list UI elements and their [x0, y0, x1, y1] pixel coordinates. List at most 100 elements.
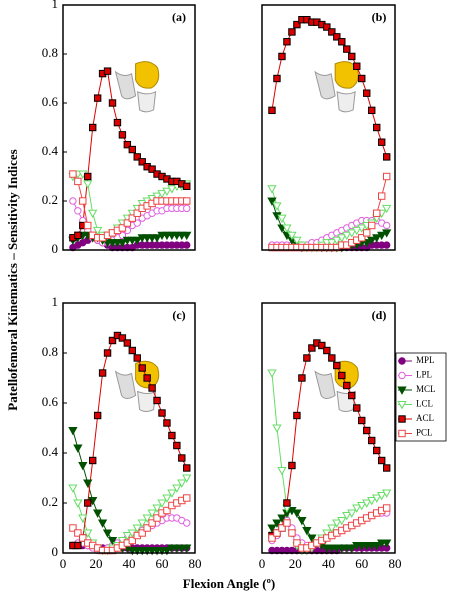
marker [148, 384, 156, 392]
marker [103, 349, 112, 357]
marker [267, 524, 277, 533]
marker [382, 204, 392, 214]
marker [162, 187, 172, 197]
x-tick-label: 60 [355, 556, 368, 571]
panel-label: (c) [172, 308, 185, 322]
marker [297, 517, 307, 526]
marker [382, 153, 391, 161]
marker [338, 371, 346, 380]
marker [337, 234, 347, 243]
plot-frame [261, 302, 396, 554]
illustration [135, 61, 160, 89]
marker [358, 74, 366, 83]
marker [307, 534, 317, 543]
marker [382, 221, 391, 230]
marker [113, 118, 122, 127]
marker [343, 45, 351, 53]
marker [268, 106, 276, 115]
marker [337, 517, 347, 526]
marker [347, 229, 357, 238]
marker [303, 354, 311, 362]
illustration [334, 360, 359, 389]
panel-label: (b) [372, 10, 387, 24]
marker [352, 226, 362, 236]
marker [353, 404, 361, 412]
marker [267, 185, 277, 194]
marker [172, 484, 182, 493]
marker [107, 537, 118, 546]
marker [73, 499, 83, 508]
marker [148, 165, 156, 173]
marker [267, 197, 277, 206]
marker [92, 509, 103, 518]
y-tick-label: 0.4 [42, 143, 59, 158]
marker [357, 224, 367, 233]
marker [318, 341, 326, 350]
marker [308, 344, 316, 352]
marker [398, 429, 406, 438]
marker [378, 192, 386, 200]
marker [327, 524, 337, 533]
marker [278, 524, 286, 532]
marker [332, 519, 342, 528]
marker [79, 197, 87, 205]
marker [103, 67, 112, 75]
marker [272, 519, 282, 528]
illustration [336, 90, 356, 113]
marker [93, 94, 102, 102]
marker [123, 140, 132, 149]
x-tick-label: 60 [156, 556, 169, 571]
marker [83, 529, 93, 538]
marker [372, 542, 382, 551]
marker [348, 391, 356, 400]
marker [333, 33, 341, 41]
legend-label: PCL [416, 428, 433, 438]
marker [323, 23, 331, 31]
marker [363, 426, 371, 435]
marker [397, 386, 407, 395]
marker [398, 357, 406, 365]
marker [368, 221, 376, 230]
illustration [314, 370, 336, 399]
marker [158, 409, 166, 417]
marker [283, 519, 291, 527]
panel-label: (a) [172, 10, 186, 24]
marker [128, 536, 137, 545]
marker [157, 499, 167, 508]
plot-frame [62, 302, 196, 554]
marker [352, 504, 362, 513]
x-tick-label: 20 [90, 556, 103, 571]
marker [98, 369, 107, 377]
legend-label: MPL [416, 355, 435, 365]
marker [372, 494, 382, 503]
marker [133, 209, 141, 217]
illustration [137, 90, 157, 113]
plot-frame [62, 4, 196, 251]
panel-label: (d) [372, 308, 387, 322]
marker [358, 234, 366, 242]
marker [348, 52, 356, 61]
marker [83, 479, 93, 488]
marker [68, 427, 78, 436]
marker [333, 361, 341, 370]
marker [108, 99, 117, 107]
marker [92, 226, 103, 236]
marker [368, 436, 376, 445]
marker [138, 364, 146, 372]
marker [328, 28, 336, 36]
marker [328, 354, 336, 362]
marker [128, 214, 137, 222]
marker [137, 519, 147, 528]
marker [183, 182, 191, 191]
marker [273, 529, 281, 537]
illustration [114, 370, 137, 399]
marker [102, 529, 113, 538]
marker [89, 123, 97, 132]
marker [123, 339, 132, 347]
marker [117, 239, 128, 248]
marker [183, 197, 191, 205]
legend-label: MCL [416, 384, 436, 394]
marker [93, 411, 102, 420]
marker [108, 336, 117, 345]
marker [88, 209, 98, 219]
